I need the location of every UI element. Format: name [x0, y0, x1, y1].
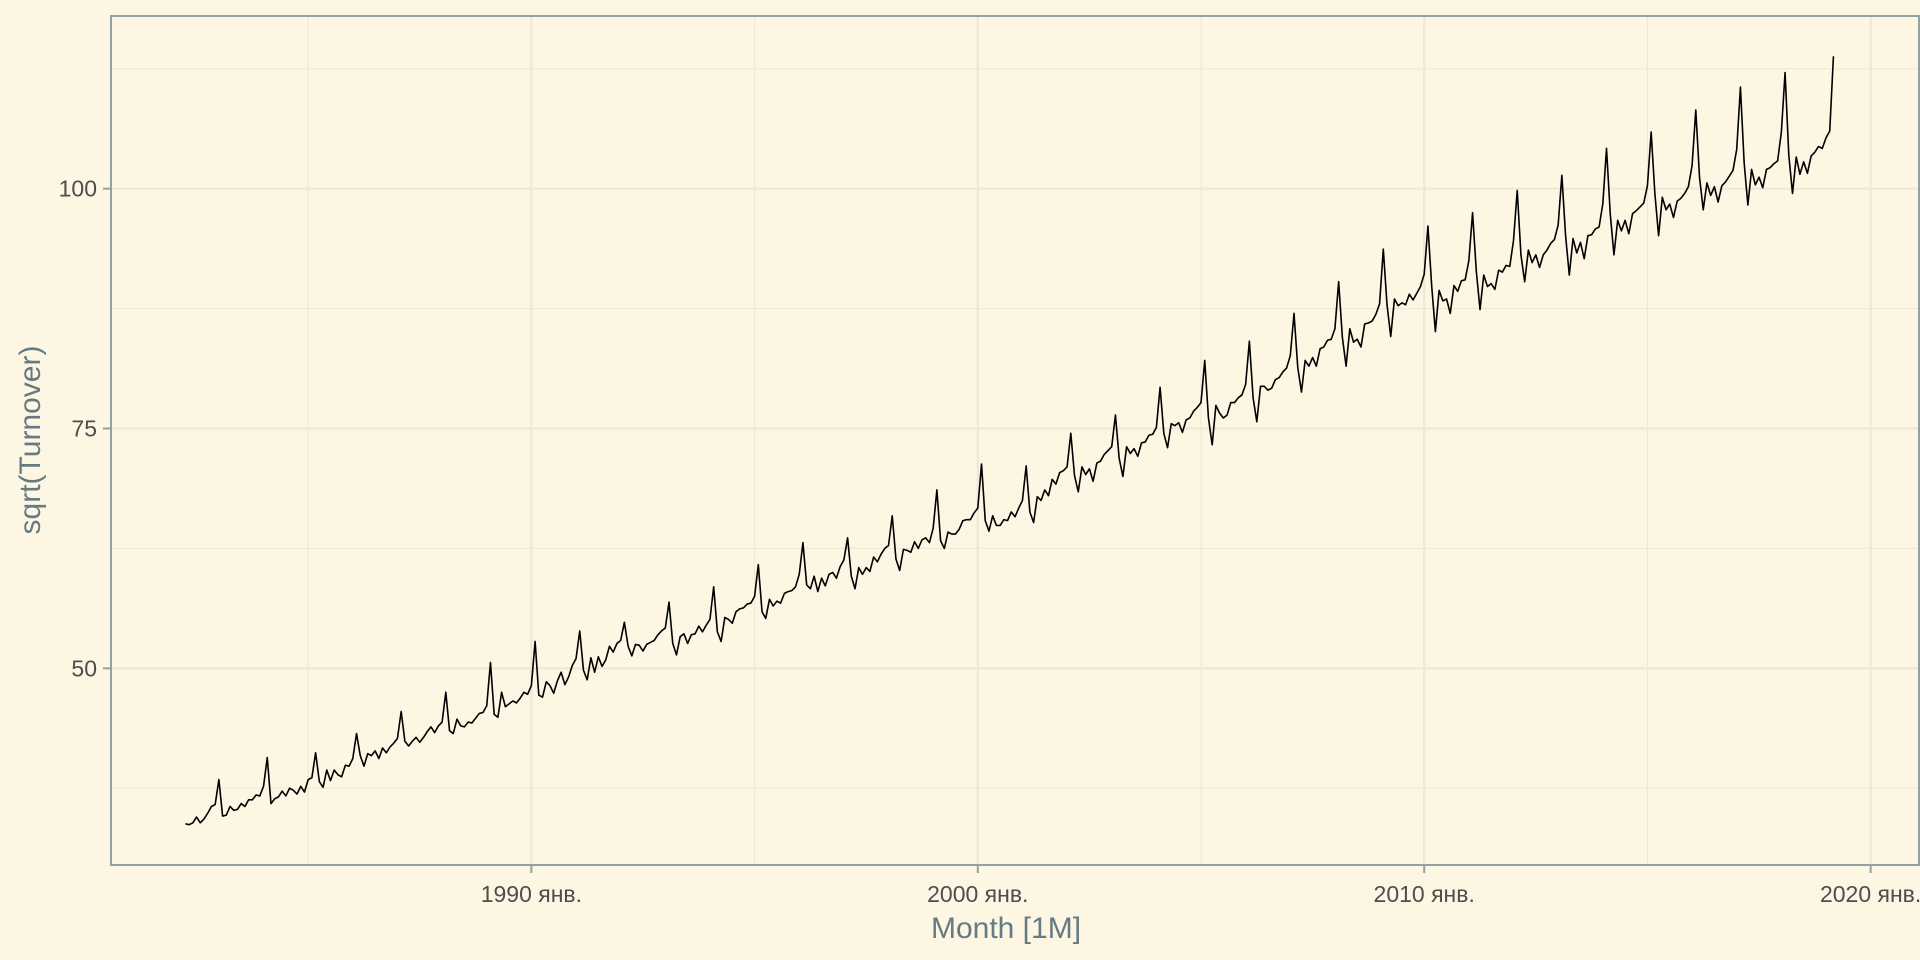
x-axis: 1990 янв. 2000 янв. 2010 янв. 2020 янв. [481, 865, 1920, 907]
x-tick-label: 1990 янв. [481, 881, 582, 907]
y-tick-label: 100 [59, 176, 97, 202]
y-axis-title: sqrt(Turnover) [14, 346, 47, 535]
plot-frame [110, 15, 1920, 866]
y-tick-label: 75 [71, 416, 97, 442]
y-tick-label: 50 [71, 655, 97, 681]
x-axis-title: Month [1M] [931, 912, 1081, 945]
grid-major [111, 16, 1919, 865]
series-line [185, 56, 1835, 826]
y-axis: 50 75 100 [59, 176, 111, 681]
x-tick-label: 2000 янв. [927, 881, 1028, 907]
x-tick-label: 2020 янв. [1820, 881, 1920, 907]
x-tick-label: 2010 янв. [1374, 881, 1475, 907]
grid-minor [111, 16, 1919, 865]
